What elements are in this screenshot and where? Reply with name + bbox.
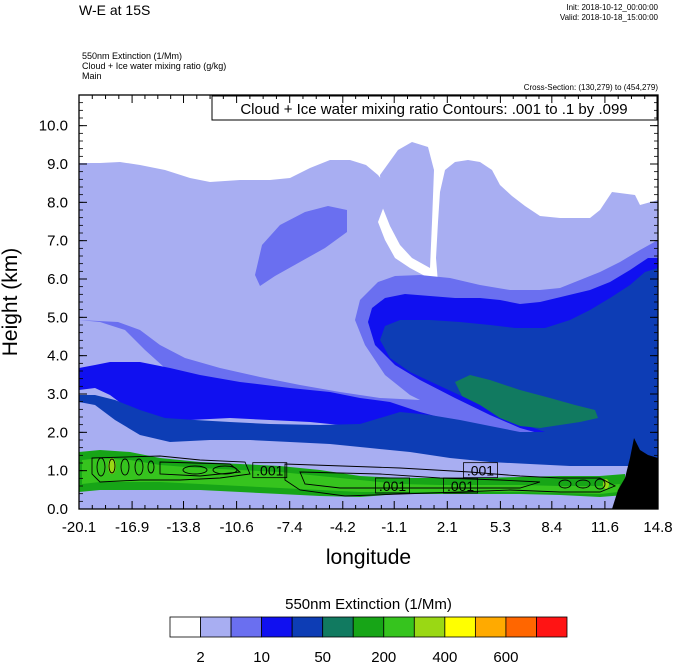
y-tick-label: 2.0 xyxy=(47,424,68,441)
x-tick-label: -13.8 xyxy=(166,519,200,536)
cloud-contour xyxy=(299,471,541,489)
y-axis-title: Height (km) xyxy=(0,248,22,357)
cloud-contour xyxy=(182,465,208,475)
colorbar-swatch xyxy=(169,616,201,638)
colorbar-title: 550nm Extinction (1/Mm) xyxy=(285,596,452,613)
y-tick-label: 5.0 xyxy=(47,309,68,326)
x-tick-label: 5.3 xyxy=(490,519,511,536)
y-tick-label: 4.0 xyxy=(47,348,68,365)
contour-label: .001 xyxy=(463,462,498,479)
svg-text:.001: .001 xyxy=(256,463,283,479)
cloud-island xyxy=(380,142,434,268)
subtitle-line-1: 550nm Extinction (1/Mm) xyxy=(82,51,183,61)
cloud-contour xyxy=(147,460,155,474)
cloud-contour xyxy=(108,458,116,474)
colorbar-swatch xyxy=(536,616,568,638)
subtitle-line-2: Cloud + Ice water mixing ratio (g/kg) xyxy=(82,61,227,71)
y-tick-label: 9.0 xyxy=(47,156,68,173)
cloud-contour xyxy=(91,455,251,483)
colorbar-swatch xyxy=(322,616,354,638)
cloud-streak xyxy=(255,206,347,286)
plot-title: W-E at 15S xyxy=(79,2,151,18)
cloud-contour xyxy=(575,479,591,489)
colorbar-swatch xyxy=(261,616,293,638)
x-axis-title: longitude xyxy=(326,546,411,569)
band-level-5 xyxy=(455,375,598,428)
y-tick-label: 7.0 xyxy=(47,233,68,250)
contour-label: .001 xyxy=(443,477,478,494)
colorbar-tick-label: 10 xyxy=(253,649,270,666)
x-tick-label: 8.4 xyxy=(541,519,562,536)
y-tick-label: 1.0 xyxy=(47,463,68,480)
colorbar-tick-label: 400 xyxy=(432,649,457,666)
contour-info-box: Cloud + Ice water mixing ratio Contours:… xyxy=(211,95,658,121)
y-tick-label: 10.0 xyxy=(39,118,68,135)
y-tick-label: 0.0 xyxy=(47,501,68,518)
svg-text:.001: .001 xyxy=(447,478,474,494)
x-tick-label: -1.1 xyxy=(381,519,407,536)
colorbar-swatch xyxy=(352,616,385,638)
cross-section-label: Cross-Section: (130,279) to (454,279) xyxy=(523,83,658,92)
colorbar-swatch xyxy=(291,616,324,638)
axes: -20.1 -16.9 -13.8 -10.6 -7.4 -4.2 -1.1 2.1 5.3 8.… xyxy=(0,94,673,569)
cloud-contour xyxy=(594,478,606,490)
cloud-water-contours xyxy=(91,455,617,497)
colorbar: 550nm Extinction (1/Mm) 2 10 50 200 400 600 xyxy=(169,596,568,666)
colorbar-tick-label: 50 xyxy=(314,649,331,666)
colorbar-tick-label: 2 xyxy=(196,649,204,666)
x-tick-label: 2.1 xyxy=(437,519,458,536)
svg-text:.001: .001 xyxy=(379,478,406,494)
colorbar-tick-label: 600 xyxy=(493,649,518,666)
y-tick-label: 8.0 xyxy=(47,194,68,211)
cloud-contour xyxy=(120,458,130,476)
colorbar-swatch xyxy=(413,616,446,638)
colorbar-swatch xyxy=(383,616,415,638)
x-tick-label: 11.6 xyxy=(591,519,619,536)
x-tick-label: -16.9 xyxy=(115,519,149,536)
cloud-contour xyxy=(134,458,144,476)
cloud-contour xyxy=(212,465,238,475)
y-tick-label: 6.0 xyxy=(47,271,68,288)
y-tick-label: 3.0 xyxy=(47,386,68,403)
band-level-7 xyxy=(82,458,620,494)
init-time: Init: 2018-10-12_00:00:00 xyxy=(566,3,658,12)
contour-label: .001 xyxy=(375,477,410,494)
x-tick-label: -10.6 xyxy=(220,519,254,536)
colorbar-swatch xyxy=(200,616,232,638)
clear-region-top xyxy=(79,95,658,283)
x-tick-label: 14.8 xyxy=(643,519,672,536)
colorbar-swatch xyxy=(230,616,263,638)
valid-time: Valid: 2018-10-18_15:00:00 xyxy=(559,13,658,22)
x-tick-label: -4.2 xyxy=(330,519,356,536)
extinction-field xyxy=(79,95,658,509)
contour-labels: .001.001.001.001 xyxy=(252,462,498,494)
cloud-contour xyxy=(284,463,617,497)
contour-label: .001 xyxy=(252,462,288,479)
colorbar-swatch xyxy=(505,616,537,638)
contour-info-text: Cloud + Ice water mixing ratio Contours:… xyxy=(240,101,627,118)
colorbar-swatch xyxy=(444,616,476,638)
band-level-8-spot xyxy=(108,458,116,474)
cloud-contour xyxy=(558,479,572,489)
colorbar-swatch xyxy=(474,616,507,638)
terrain xyxy=(612,438,658,509)
x-tick-label: -20.1 xyxy=(62,519,96,536)
colorbar-tick-label: 200 xyxy=(371,649,396,666)
cloud-contour xyxy=(96,457,106,477)
subtitle-line-3: Main xyxy=(82,71,102,81)
x-tick-label: -7.4 xyxy=(277,519,303,536)
svg-text:.001: .001 xyxy=(467,463,494,479)
